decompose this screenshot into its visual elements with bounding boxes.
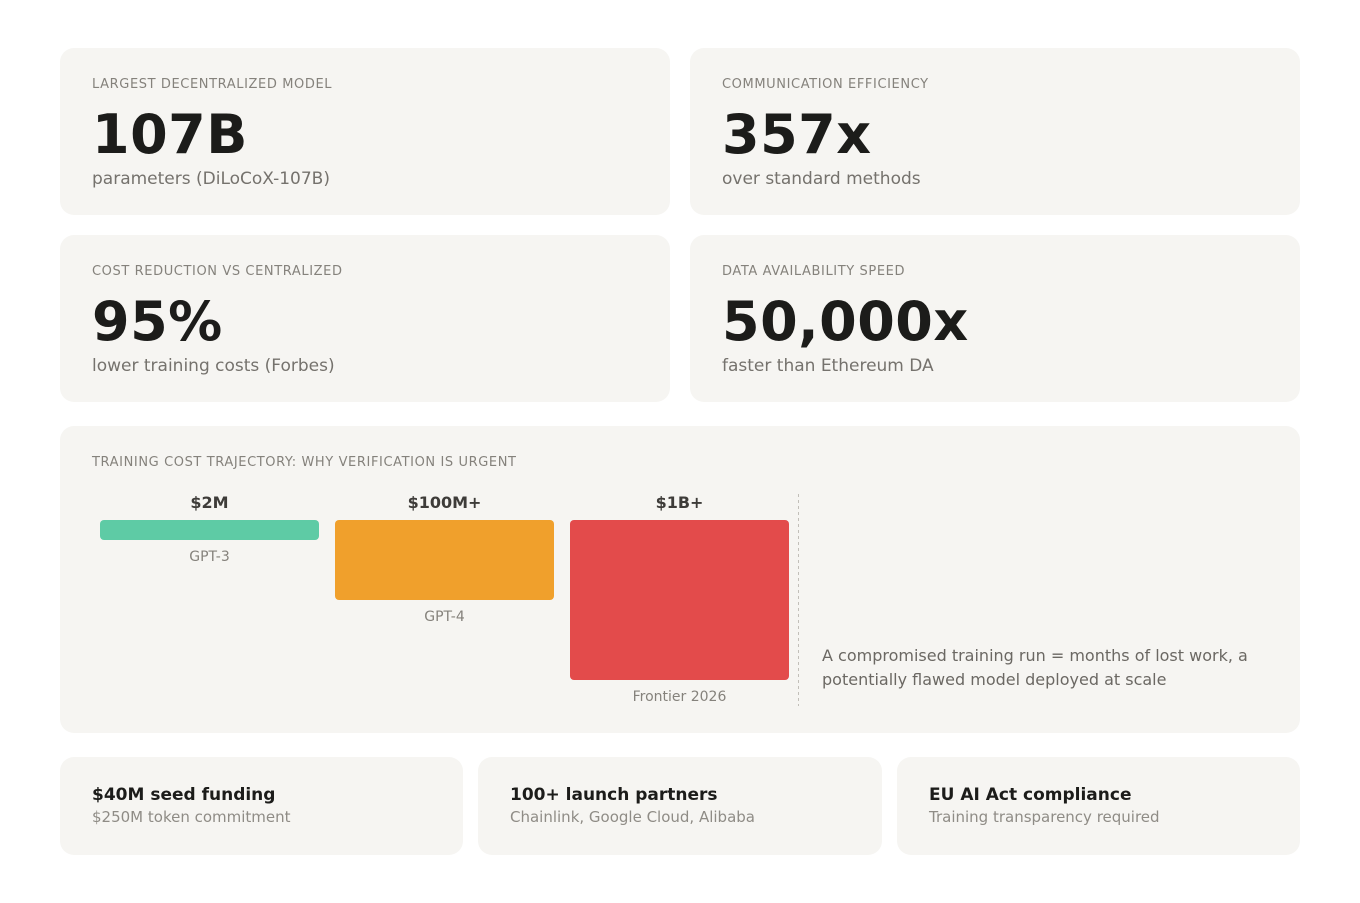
highlight-title: $40M seed funding <box>92 785 276 805</box>
bar-value-label: $100M+ <box>408 493 482 512</box>
highlight-title: EU AI Act compliance <box>929 785 1132 805</box>
highlight-description: $250M token commitment <box>92 808 291 826</box>
stat-value: 95% <box>92 290 223 353</box>
stat-description: parameters (DiLoCoX-107B) <box>92 169 330 189</box>
bar-frontier-2026 <box>570 520 789 680</box>
stat-description: lower training costs (Forbes) <box>92 356 335 376</box>
chart-title: TRAINING COST TRAJECTORY: WHY VERIFICATI… <box>92 455 517 470</box>
highlight-description: Training transparency required <box>929 808 1160 826</box>
training-cost-chart-card: TRAINING COST TRAJECTORY: WHY VERIFICATI… <box>60 426 1300 733</box>
stat-card-communication-efficiency: COMMUNICATION EFFICIENCY 357x over stand… <box>690 48 1300 215</box>
training-cost-chart: $2M GPT-3 $100M+ GPT-4 $1B+ Frontier 2026 <box>100 493 799 706</box>
stat-card-largest-model: LARGEST DECENTRALIZED MODEL 107B paramet… <box>60 48 670 215</box>
bar-category-label: GPT-4 <box>424 609 465 625</box>
stat-label: COMMUNICATION EFFICIENCY <box>722 77 929 92</box>
stat-value: 107B <box>92 103 248 166</box>
bar-gpt-3 <box>100 520 319 540</box>
stat-description: over standard methods <box>722 169 921 189</box>
highlight-card-launch-partners: 100+ launch partners Chainlink, Google C… <box>478 757 882 855</box>
bar-value-label: $2M <box>190 493 228 512</box>
bar-category-label: GPT-3 <box>189 549 230 565</box>
stat-card-cost-reduction: COST REDUCTION VS CENTRALIZED 95% lower … <box>60 235 670 402</box>
stat-label: COST REDUCTION VS CENTRALIZED <box>92 264 343 279</box>
stat-description: faster than Ethereum DA <box>722 356 934 376</box>
stat-label: LARGEST DECENTRALIZED MODEL <box>92 77 333 92</box>
highlight-card-seed-funding: $40M seed funding $250M token commitment <box>60 757 463 855</box>
highlight-title: 100+ launch partners <box>510 785 718 805</box>
chart-annotation: A compromised training run = months of l… <box>822 646 1248 689</box>
stat-label: DATA AVAILABILITY SPEED <box>722 264 906 279</box>
highlight-description: Chainlink, Google Cloud, Alibaba <box>510 808 755 826</box>
stat-value: 50,000x <box>722 290 969 353</box>
bar-gpt-4 <box>335 520 554 600</box>
bar-category-label: Frontier 2026 <box>633 689 727 705</box>
bar-value-label: $1B+ <box>656 493 704 512</box>
stat-card-data-availability: DATA AVAILABILITY SPEED 50,000x faster t… <box>690 235 1300 402</box>
highlight-card-eu-ai-act: EU AI Act compliance Training transparen… <box>897 757 1300 855</box>
stat-value: 357x <box>722 103 872 166</box>
